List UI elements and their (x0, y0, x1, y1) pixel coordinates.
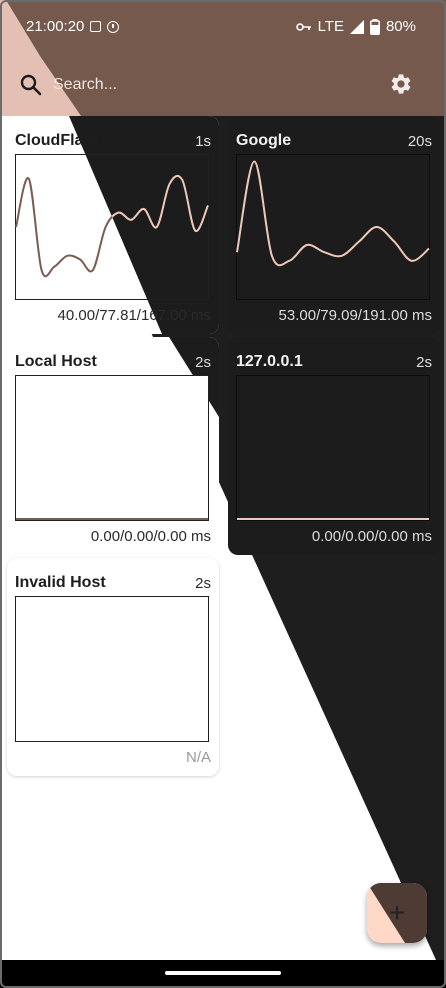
host-stats: 40.00/77.81/167.00 ms (57, 307, 211, 324)
screenshot-icon (90, 21, 102, 32)
signal-icon (349, 19, 364, 34)
alert-icon (107, 20, 120, 33)
host-stats: 0.00/0.00/0.00 ms (311, 528, 432, 545)
host-card-google[interactable]: Google 20s 53.00/79.09/191.00 ms (228, 116, 440, 334)
battery-level: 80% (385, 18, 416, 35)
host-name: Google (236, 132, 292, 149)
latency-chart (15, 154, 209, 300)
host-stats: N/A (185, 749, 211, 766)
navigation-bar (0, 960, 446, 988)
latency-chart (236, 154, 430, 300)
gear-icon[interactable] (389, 72, 413, 96)
network-type: LTE (317, 18, 344, 35)
add-host-button[interactable]: + (367, 883, 427, 943)
host-name: 127.0.0.1 (236, 353, 303, 370)
host-interval: 20s (407, 133, 432, 150)
host-interval: 2s (195, 575, 211, 592)
host-interval: 2s (416, 354, 432, 371)
battery-icon (370, 18, 380, 35)
host-card-cloudflare[interactable]: CloudFlare 1s 40.00/77.81/167.00 ms (7, 116, 219, 334)
home-gesture-handle[interactable] (165, 971, 281, 975)
host-card-invalid-host[interactable]: Invalid Host 2s N/A (7, 558, 219, 776)
host-stats: 53.00/79.09/191.00 ms (278, 307, 432, 324)
latency-chart (15, 375, 209, 521)
status-time: 21:00:20 (26, 18, 85, 35)
status-bar: 21:00:20 LTE 80% (0, 0, 446, 56)
search-icon[interactable] (20, 74, 42, 96)
host-stats: 0.00/0.00/0.00 ms (90, 528, 211, 545)
host-card-local-host[interactable]: Local Host 2s 0.00/0.00/0.00 ms (7, 337, 219, 555)
latency-chart (15, 596, 209, 742)
host-interval: 1s (195, 133, 211, 150)
vpn-key-icon (295, 22, 311, 31)
plus-icon: + (388, 897, 406, 928)
host-name: Invalid Host (15, 574, 106, 591)
search-bar (0, 56, 446, 116)
host-interval: 2s (195, 354, 211, 371)
host-name: Local Host (15, 353, 97, 370)
host-name: CloudFlare (15, 132, 99, 149)
host-card-127-0-0-1[interactable]: 127.0.0.1 2s 0.00/0.00/0.00 ms (228, 337, 440, 555)
latency-chart (236, 375, 430, 521)
search-input[interactable] (53, 72, 353, 98)
